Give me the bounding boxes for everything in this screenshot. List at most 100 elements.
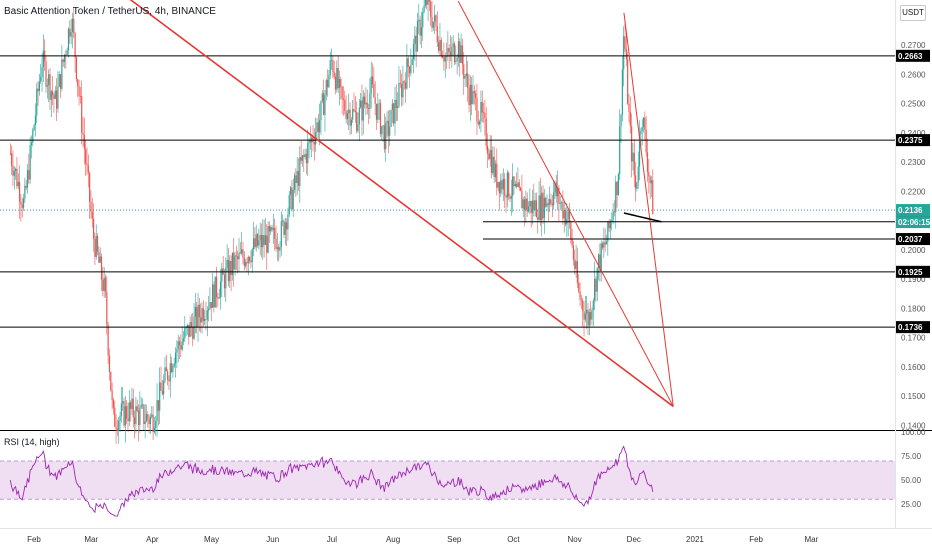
candle-body [34, 115, 37, 126]
candle-body [229, 261, 231, 282]
price-tick-label: 0.2000 [901, 246, 926, 255]
candle-body [128, 402, 130, 422]
candle-body [468, 87, 470, 106]
current-price-label: 0.2136 [898, 206, 923, 215]
candle-body [349, 109, 351, 126]
candle-body [127, 418, 129, 422]
candle-body [91, 211, 93, 219]
candle-body [108, 355, 111, 372]
candle-body [263, 235, 265, 245]
candle-body [227, 259, 230, 282]
candle-body [575, 261, 577, 269]
candle-body [241, 249, 243, 254]
candle-body [574, 259, 576, 269]
candle-body [463, 64, 465, 79]
candle-body [256, 234, 259, 246]
candle-body [270, 226, 272, 232]
candle-body [477, 121, 479, 125]
candle-body [144, 421, 146, 424]
candle-body [496, 163, 498, 188]
candle-body [497, 181, 499, 188]
candle-body [30, 142, 33, 146]
candle-body [550, 199, 552, 204]
candle-body [354, 110, 356, 113]
candle-body [333, 71, 335, 77]
candle-body [148, 419, 150, 425]
candle-body [262, 235, 264, 248]
candle-body [139, 407, 141, 425]
candle-body [617, 174, 620, 195]
candle-body [619, 126, 621, 175]
candle-body [419, 19, 421, 36]
candle-body [609, 221, 612, 229]
candle-body [170, 363, 173, 373]
candle-body [564, 210, 567, 225]
candle-body [556, 187, 559, 197]
candle-body [447, 48, 449, 57]
candle-body [570, 222, 572, 239]
candle-body [637, 166, 639, 183]
candle-body [642, 117, 645, 128]
candle-body [85, 149, 87, 164]
candle-body [595, 279, 597, 292]
candle-body [336, 68, 338, 90]
candle-body [620, 114, 622, 127]
candle-body [456, 57, 458, 62]
candle-body [90, 201, 92, 212]
candle-body [189, 321, 191, 337]
candle-body [353, 109, 355, 111]
candle-body [415, 35, 417, 52]
price-tick-label: 0.1900 [901, 275, 926, 284]
candle-body [209, 302, 211, 309]
candle-body [453, 43, 456, 62]
candle-body [122, 401, 124, 404]
candle-body [192, 326, 194, 339]
candle-body [221, 268, 223, 282]
candle-body [168, 379, 170, 382]
candle-body [22, 198, 25, 208]
candle-body [645, 129, 647, 153]
candle-body [502, 179, 504, 190]
candle-body [50, 91, 52, 100]
candle-body [149, 416, 152, 425]
candle-body [137, 410, 140, 425]
candle-body [407, 58, 409, 67]
candle-body [387, 120, 389, 136]
time-tick-label: Jun [266, 535, 279, 544]
level-price-label: 0.2037 [898, 235, 923, 244]
candle-body [200, 317, 202, 323]
candle-body [578, 282, 580, 292]
candle-body [416, 20, 419, 52]
candle-body [321, 93, 323, 102]
currency-button[interactable]: USDT [900, 5, 926, 21]
candle-body [492, 156, 494, 173]
candle-body [514, 184, 516, 187]
rsi-indicator-title[interactable]: RSI (14, high) [4, 437, 60, 447]
candle-body [181, 341, 183, 350]
candle-body [523, 199, 526, 210]
candle-body [325, 80, 327, 96]
candle-body [288, 194, 290, 215]
candle-body [529, 201, 531, 207]
candle-body [18, 181, 21, 202]
candle-body [305, 153, 308, 164]
candle-body [255, 234, 257, 248]
candle-body [303, 155, 305, 157]
candle-body [15, 168, 17, 172]
candle-body [393, 103, 395, 124]
candle-body [615, 181, 617, 213]
candle-body [448, 48, 450, 52]
candle-body [346, 113, 349, 120]
candle-body [608, 221, 610, 229]
candle-body [621, 69, 623, 115]
candle-body [517, 182, 519, 187]
candle-body [504, 179, 506, 196]
candle-body [292, 189, 294, 210]
candle-body [177, 341, 179, 350]
candle-body [370, 76, 372, 93]
level-price-label: 0.1736 [898, 323, 923, 332]
candle-body [365, 102, 367, 105]
candle-body [94, 238, 96, 257]
